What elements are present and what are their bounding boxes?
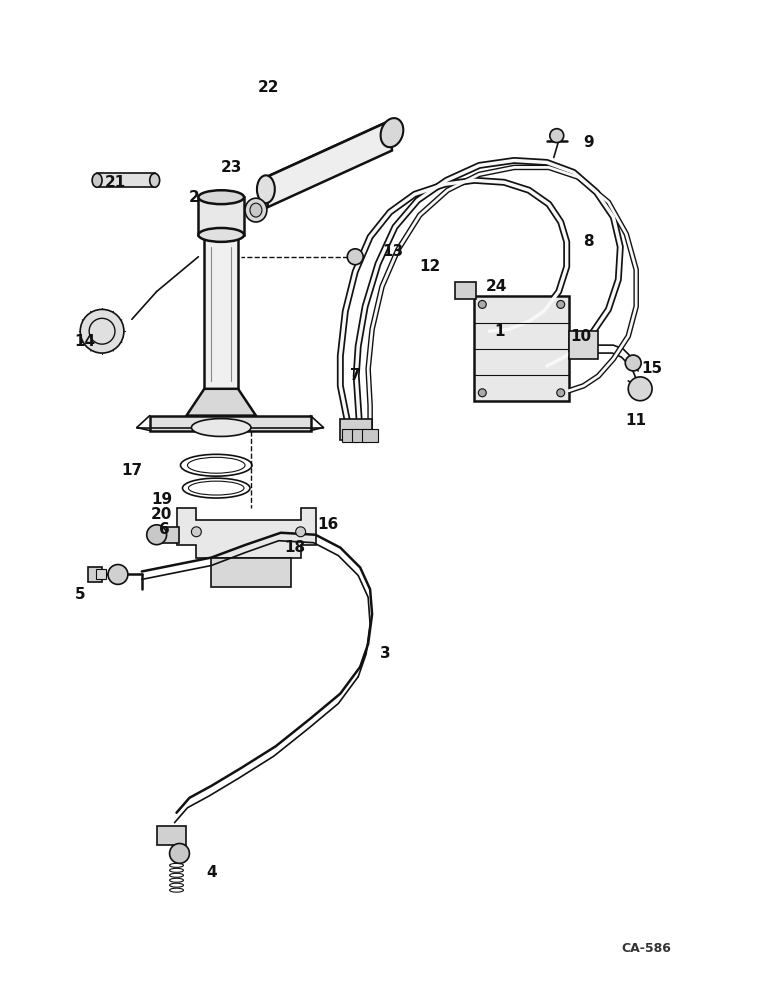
Text: 19: 19	[151, 492, 172, 508]
Circle shape	[550, 129, 564, 143]
Bar	[88, 567, 102, 582]
Circle shape	[147, 525, 167, 545]
Polygon shape	[187, 389, 256, 416]
Bar	[96, 569, 106, 579]
Polygon shape	[177, 508, 316, 558]
Text: 12: 12	[419, 259, 440, 274]
Bar	[352, 429, 368, 442]
Text: 15: 15	[642, 361, 662, 376]
Circle shape	[296, 527, 306, 537]
Bar	[157, 826, 187, 845]
Circle shape	[557, 389, 564, 397]
Text: 1: 1	[494, 324, 504, 339]
Text: 13: 13	[382, 244, 404, 259]
Text: 22: 22	[258, 80, 279, 95]
Ellipse shape	[191, 419, 251, 436]
Text: 17: 17	[121, 463, 142, 478]
Text: 4: 4	[206, 865, 217, 880]
Ellipse shape	[245, 198, 267, 222]
Circle shape	[347, 249, 363, 265]
Ellipse shape	[150, 173, 160, 187]
Text: 3: 3	[380, 646, 391, 661]
Text: 18: 18	[284, 540, 305, 555]
Circle shape	[625, 355, 642, 371]
Circle shape	[557, 300, 564, 308]
Text: 5: 5	[75, 587, 86, 602]
Text: 8: 8	[583, 234, 594, 249]
Text: 7: 7	[350, 368, 361, 383]
Bar	[342, 429, 358, 442]
Circle shape	[191, 527, 201, 537]
Text: 23: 23	[221, 160, 242, 175]
Bar	[362, 429, 378, 442]
Circle shape	[628, 377, 652, 401]
Circle shape	[170, 844, 189, 863]
Bar	[569, 331, 598, 359]
Circle shape	[80, 309, 124, 353]
Ellipse shape	[198, 228, 244, 242]
Text: 14: 14	[75, 334, 96, 349]
Text: 16: 16	[318, 517, 339, 532]
Text: 20: 20	[151, 507, 172, 522]
Bar	[474, 296, 569, 401]
Bar	[340, 419, 372, 440]
Text: 10: 10	[570, 329, 591, 344]
Bar	[212, 558, 291, 587]
Bar	[455, 282, 476, 299]
Polygon shape	[266, 121, 392, 207]
Bar	[157, 527, 178, 543]
Text: CA-586: CA-586	[621, 942, 671, 955]
Bar	[97, 173, 154, 187]
Circle shape	[479, 300, 486, 308]
Text: 11: 11	[625, 413, 647, 428]
Bar	[205, 235, 238, 389]
Text: 6: 6	[159, 522, 170, 537]
Text: 2: 2	[189, 190, 200, 205]
Circle shape	[479, 389, 486, 397]
Ellipse shape	[257, 175, 275, 203]
Ellipse shape	[381, 118, 403, 147]
Ellipse shape	[250, 203, 262, 217]
Text: 24: 24	[486, 279, 507, 294]
Circle shape	[108, 565, 128, 584]
Ellipse shape	[198, 190, 244, 204]
Text: 21: 21	[104, 175, 126, 190]
Text: 9: 9	[583, 135, 594, 150]
Ellipse shape	[92, 173, 102, 187]
Polygon shape	[150, 416, 310, 431]
Bar	[198, 197, 244, 235]
